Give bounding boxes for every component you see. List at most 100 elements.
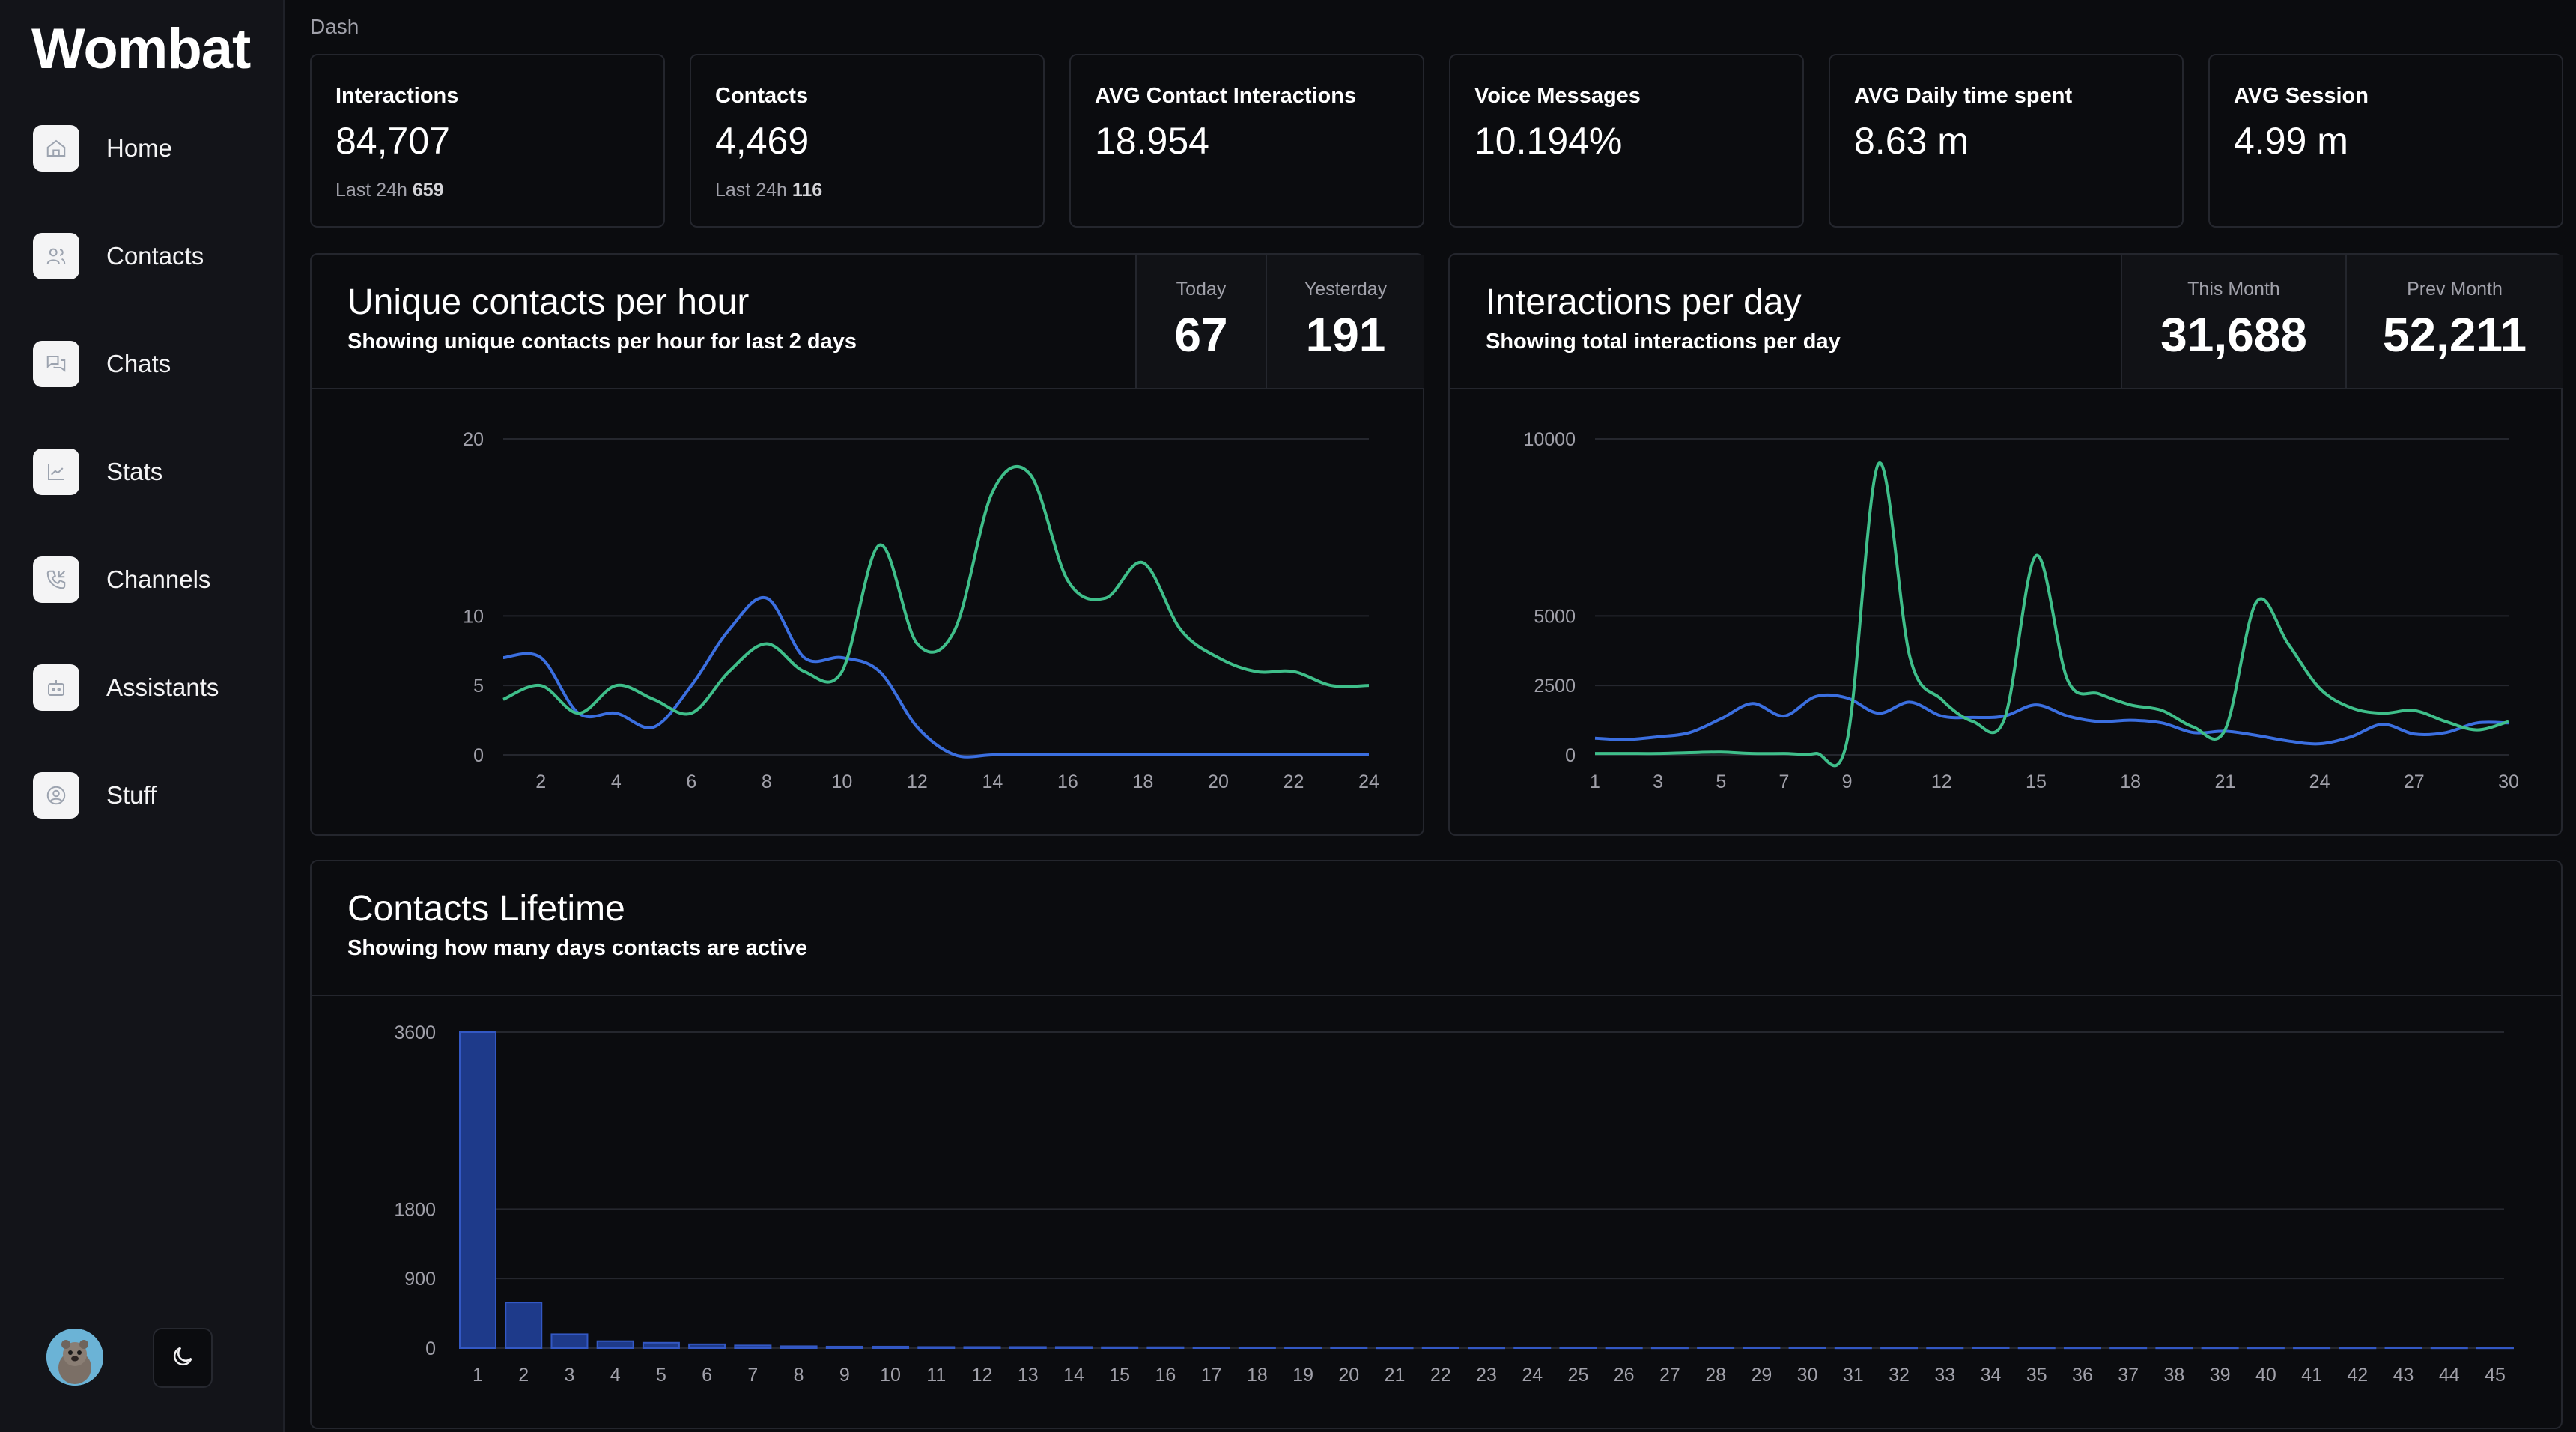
- x-tick-label: 3: [565, 1365, 575, 1386]
- bar: [2017, 1347, 2056, 1350]
- sidebar-item-label: Stats: [106, 458, 163, 485]
- card-header: Unique contacts per hour Showing unique …: [312, 255, 1424, 389]
- y-tick-label: 0: [473, 745, 484, 766]
- x-tick-label: 10: [880, 1365, 901, 1386]
- kpi-this-month[interactable]: This Month 31,688: [2121, 255, 2345, 388]
- sidebar-item-stats[interactable]: Stats: [33, 447, 219, 497]
- x-tick-label: 24: [2309, 771, 2330, 792]
- sidebar-item-label: Stuff: [106, 781, 157, 809]
- x-tick-label: 20: [1338, 1365, 1359, 1386]
- bar: [2247, 1347, 2285, 1350]
- bar: [1238, 1346, 1276, 1350]
- bar: [688, 1343, 726, 1350]
- card-description: Showing unique contacts per hour for las…: [347, 330, 857, 354]
- x-tick-label: 12: [1931, 771, 1952, 792]
- bar: [2201, 1347, 2239, 1350]
- sidebar-item-label: Channels: [106, 565, 211, 593]
- bar: [505, 1302, 543, 1349]
- stat-card-contacts: Contacts 4,469 Last 24h 116: [690, 54, 1045, 228]
- avatar[interactable]: [46, 1329, 103, 1386]
- bar: [872, 1345, 910, 1350]
- y-tick-label: 10: [463, 606, 484, 627]
- breadcrumb[interactable]: Dash: [310, 15, 359, 38]
- kpi-label: Prev Month: [2407, 279, 2503, 300]
- x-tick-label: 1: [473, 1365, 483, 1386]
- x-tick-label: 36: [2072, 1365, 2093, 1386]
- stat-sub: Last 24h 659: [335, 180, 444, 201]
- x-tick-label: 4: [611, 771, 622, 792]
- theme-toggle-button[interactable]: [153, 1328, 213, 1388]
- stat-value: 10.194%: [1474, 120, 1623, 162]
- bar: [917, 1346, 956, 1350]
- x-tick-label: 9: [839, 1365, 850, 1386]
- stat-card-voice-messages: Voice Messages 10.194%: [1449, 54, 1804, 228]
- y-tick-label: 0: [425, 1338, 436, 1359]
- x-tick-label: 39: [2210, 1365, 2231, 1386]
- x-tick-label: 6: [686, 771, 696, 792]
- x-tick-label: 18: [1133, 771, 1154, 792]
- x-tick-label: 13: [1018, 1365, 1039, 1386]
- bar: [1605, 1347, 1643, 1350]
- x-tick-label: 12: [907, 771, 928, 792]
- sidebar-item-channels[interactable]: Channels: [33, 555, 219, 604]
- bar: [734, 1344, 772, 1350]
- series-line-blue: [1594, 693, 2509, 746]
- card-header: Contacts Lifetime Showing how many days …: [312, 861, 2561, 996]
- kpi-prev-month[interactable]: Prev Month 52,211: [2345, 255, 2563, 388]
- x-tick-label: 30: [1797, 1365, 1818, 1386]
- x-tick-label: 26: [1614, 1365, 1635, 1386]
- bar: [1284, 1346, 1322, 1350]
- x-tick-label: 24: [1522, 1365, 1543, 1386]
- y-tick-label: 2500: [1534, 676, 1576, 697]
- x-tick-label: 8: [794, 1365, 804, 1386]
- x-tick-label: 20: [1208, 771, 1229, 792]
- sidebar-item-home[interactable]: Home: [33, 124, 219, 173]
- chart-icon: [33, 449, 79, 495]
- user-circle-icon: [33, 772, 79, 819]
- x-tick-label: 18: [2120, 771, 2141, 792]
- x-tick-label: 10: [831, 771, 852, 792]
- sidebar-item-assistants[interactable]: Assistants: [33, 663, 219, 712]
- x-tick-label: 15: [1109, 1365, 1130, 1386]
- kpi-today[interactable]: Today 67: [1135, 255, 1266, 388]
- y-tick-label: 900: [404, 1269, 436, 1290]
- x-tick-label: 42: [2347, 1365, 2368, 1386]
- y-tick-label: 5: [473, 676, 484, 697]
- x-tick-label: 17: [1201, 1365, 1222, 1386]
- kpi-value: 191: [1305, 308, 1386, 362]
- stat-label: AVG Session: [2234, 84, 2369, 108]
- x-tick-label: 8: [762, 771, 772, 792]
- stat-sub: Last 24h 116: [715, 180, 822, 201]
- x-tick-label: 5: [1716, 771, 1726, 792]
- sidebar: Wombat Home Contacts Chats Stats: [0, 0, 285, 1432]
- sidebar-item-chats[interactable]: Chats: [33, 339, 219, 389]
- x-tick-label: 37: [2118, 1365, 2139, 1386]
- bar: [1192, 1346, 1230, 1350]
- kpi-yesterday[interactable]: Yesterday 191: [1266, 255, 1424, 388]
- contacts-lifetime-card: Contacts Lifetime Showing how many days …: [310, 860, 2563, 1429]
- kpi-value: 67: [1174, 308, 1228, 362]
- bar: [780, 1345, 818, 1350]
- x-tick-label: 38: [2164, 1365, 2185, 1386]
- x-tick-label: 7: [747, 1365, 758, 1386]
- brand-logo[interactable]: Wombat: [31, 17, 251, 81]
- stat-card-avg-daily-time: AVG Daily time spent 8.63 m: [1829, 54, 2184, 228]
- sidebar-nav: Home Contacts Chats Stats Channels: [33, 124, 219, 879]
- stat-label: Voice Messages: [1474, 84, 1641, 108]
- bar: [1880, 1347, 1919, 1350]
- bar: [1009, 1346, 1047, 1350]
- bar: [1054, 1346, 1093, 1350]
- sidebar-item-stuff[interactable]: Stuff: [33, 771, 219, 820]
- bar: [642, 1341, 680, 1350]
- bar: [1559, 1346, 1597, 1350]
- phone-icon: [33, 556, 79, 603]
- stat-sub-label: Last 24h: [335, 180, 407, 201]
- bar: [1330, 1346, 1368, 1350]
- series-line-green: [502, 465, 1370, 716]
- x-tick-label: 32: [1889, 1365, 1910, 1386]
- bar: [963, 1346, 1001, 1350]
- stat-label: AVG Daily time spent: [1854, 84, 2073, 108]
- kpi-value: 52,211: [2382, 308, 2527, 362]
- sidebar-item-contacts[interactable]: Contacts: [33, 231, 219, 281]
- card-title: Interactions per day: [1486, 282, 1802, 322]
